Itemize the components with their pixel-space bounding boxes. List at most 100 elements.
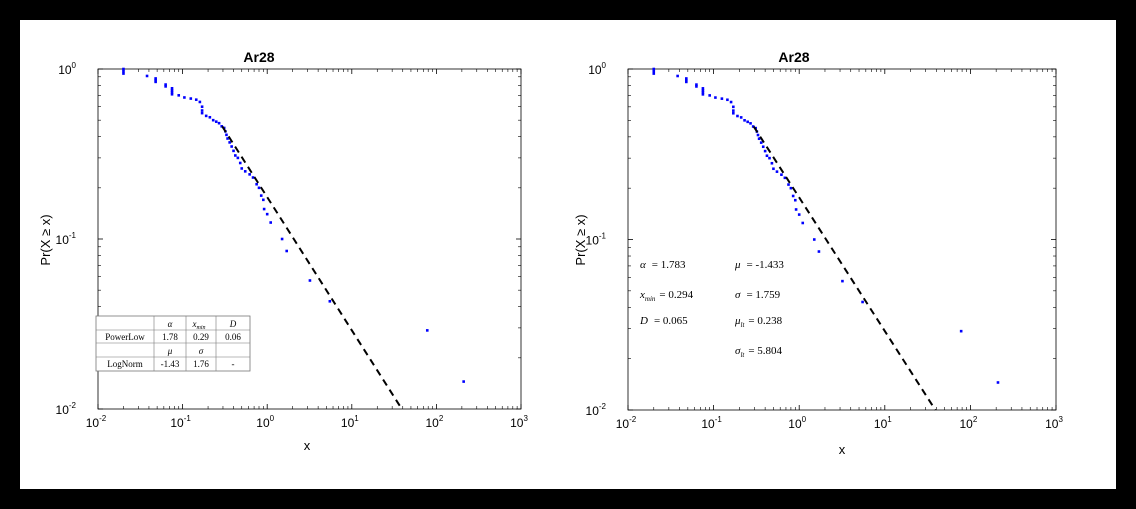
y-tick-label: 100 [58, 61, 76, 77]
plot-area-border [627, 68, 1057, 411]
data-point [154, 77, 157, 80]
table-mid-header-mu: μ [167, 346, 173, 356]
data-point [214, 120, 218, 123]
data-point [226, 137, 229, 140]
data-point [220, 125, 224, 128]
data-point [739, 116, 743, 119]
data-point [720, 97, 724, 100]
annotation-alpha: α = 1.783 [640, 259, 686, 271]
x-tick-label: 103 [510, 414, 528, 430]
data-point [285, 249, 288, 253]
data-point [240, 167, 244, 170]
x-axis-label: x [304, 438, 311, 453]
data-point [685, 77, 688, 80]
data-point [797, 213, 801, 216]
x-tick-label: 10-1 [170, 414, 191, 430]
data-point [701, 93, 705, 96]
data-point [251, 176, 255, 179]
data-point [259, 194, 263, 197]
data-point [262, 198, 265, 202]
data-point [122, 67, 125, 71]
data-point [757, 137, 761, 141]
data-point [783, 176, 787, 180]
y-tick-label: 10-2 [56, 401, 77, 417]
data-point [230, 145, 233, 148]
table-header-d: D [229, 319, 237, 329]
data-point [801, 221, 805, 225]
data-point [775, 170, 779, 173]
table-cell: 0.06 [225, 332, 241, 342]
data-point [280, 237, 284, 241]
data-point [751, 125, 755, 128]
data-point [732, 105, 735, 109]
data-point [789, 186, 793, 190]
data-point [685, 80, 688, 84]
data-point [959, 329, 963, 333]
data-point [189, 97, 193, 100]
annotation-d: D = 0.065 [639, 315, 688, 327]
data-point [726, 98, 729, 102]
y-tick-label: 10-2 [586, 402, 607, 418]
data-point [225, 133, 228, 137]
annotation-xmin: xmin = 0.294 [639, 289, 694, 303]
table-row-label: LogNorm [107, 359, 143, 369]
annotation-mu-lt: μlt = 0.238 [734, 315, 783, 329]
data-point [234, 154, 237, 157]
data-point [122, 69, 125, 73]
data-point [780, 173, 783, 176]
data-point [328, 300, 332, 303]
data-point [248, 173, 251, 176]
y-axis-label: Pr(X ≥ x) [38, 214, 53, 265]
data-point [462, 380, 465, 383]
data-point [200, 111, 204, 115]
data-point [761, 145, 765, 149]
fit-annotations: α = 1.783 xmin = 0.294 D = 0.065 μ = -1.433 … [639, 259, 784, 359]
data-point [817, 250, 821, 253]
data-point [204, 114, 208, 118]
x-tick-label: 102 [959, 415, 977, 431]
data-point [756, 133, 760, 137]
data-point [746, 120, 749, 124]
data-point [701, 91, 705, 94]
data-point [996, 381, 1000, 384]
data-point [170, 88, 174, 92]
data-point [198, 100, 202, 104]
y-axis-label: Pr(X ≥ x) [573, 214, 588, 265]
data-point [228, 141, 231, 144]
y-tick-label: 10-1 [56, 231, 77, 247]
data-point [211, 118, 215, 122]
annotation-sigma: σ = 1.759 [735, 289, 781, 301]
table-cell: 1.78 [162, 332, 178, 342]
y-tick-label: 10-1 [586, 232, 607, 248]
data-point [743, 119, 746, 122]
data-point [200, 105, 204, 109]
data-point [759, 141, 763, 144]
x-tick-label: 103 [1045, 415, 1063, 431]
data-point [243, 170, 247, 173]
data-point [701, 87, 705, 90]
data-point [685, 78, 688, 82]
data-point [269, 221, 273, 224]
data-point [164, 83, 167, 86]
data-point [308, 279, 312, 282]
table-header-xmin: xmin [192, 319, 206, 331]
data-point [714, 96, 717, 99]
x-tick-label: 10-2 [616, 415, 637, 431]
data-point [732, 111, 735, 115]
annotation-sigma-lt: σlt = 5.804 [735, 345, 783, 359]
data-point [793, 198, 797, 202]
data-point [154, 80, 157, 84]
data-point [794, 208, 798, 211]
data-point [170, 92, 174, 96]
data-point [170, 90, 174, 94]
data-point [232, 149, 235, 153]
y-tick-label: 100 [588, 61, 606, 77]
table-cell: - [232, 359, 235, 369]
chart-title: Ar28 [243, 49, 274, 65]
data-point [861, 300, 864, 304]
x-tick-label: 100 [788, 415, 806, 431]
data-point [154, 78, 157, 82]
annotation-mu: μ = -1.433 [734, 259, 784, 271]
data-point [708, 94, 711, 97]
table-mid-header-sigma: σ [199, 346, 204, 356]
